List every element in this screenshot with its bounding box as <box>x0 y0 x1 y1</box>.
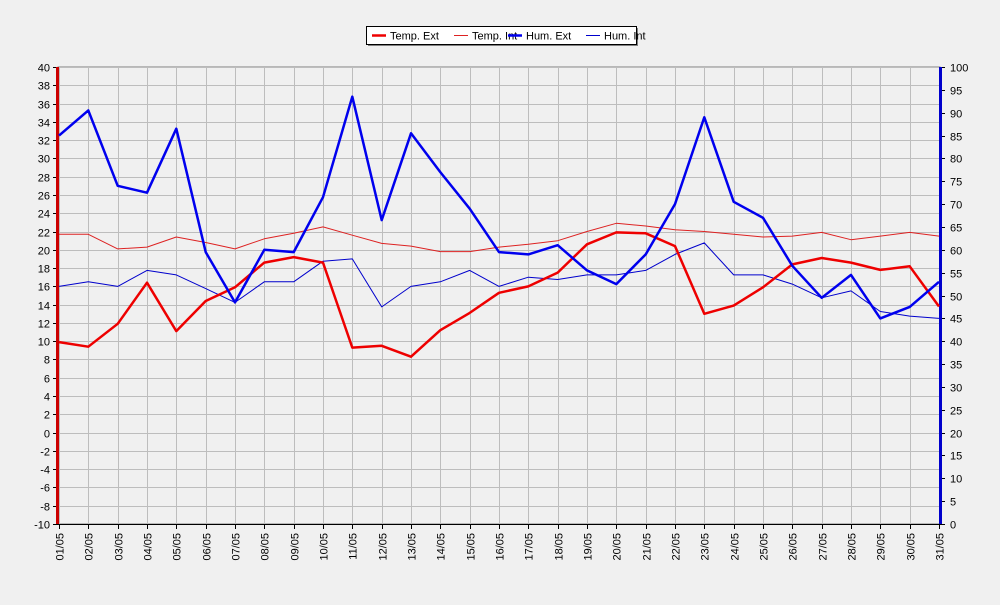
y-left-tick-label: 2 <box>44 410 50 422</box>
legend-label: Hum. Int <box>604 31 646 43</box>
x-tick-label: 21/05 <box>642 533 654 561</box>
y-left-tick-label: 32 <box>38 136 50 148</box>
x-tick-label: 02/05 <box>84 533 96 561</box>
x-tick-label: 14/05 <box>436 533 448 561</box>
y-left-tick-label: 26 <box>38 191 50 203</box>
y-right-tick-label: 55 <box>950 269 962 281</box>
y-right-tick-label: 70 <box>950 200 962 212</box>
y-right-tick-label: 90 <box>950 109 962 121</box>
x-tick-label: 13/05 <box>407 533 419 561</box>
legend-box <box>366 26 637 45</box>
legend-label: Hum. Ext <box>526 31 571 43</box>
y-right-tick-label: 85 <box>950 132 962 144</box>
x-tick-label: 04/05 <box>143 533 155 561</box>
x-tick-label: 12/05 <box>378 533 390 561</box>
y-left-tick-label: 22 <box>38 228 50 240</box>
y-left-tick-label: -4 <box>40 465 50 477</box>
y-right-tick-label: 40 <box>950 337 962 349</box>
y-left-tick-label: -6 <box>40 483 50 495</box>
y-right-tick-label: 80 <box>950 154 962 166</box>
y-left-tick-label: 12 <box>38 319 50 331</box>
x-tick-label: 01/05 <box>55 533 67 561</box>
x-tick-label: 22/05 <box>671 533 683 561</box>
legend-label: Temp. Int <box>472 31 517 43</box>
y-right-tick-label: 45 <box>950 314 962 326</box>
x-tick-label: 30/05 <box>906 533 918 561</box>
y-left-tick-label: 24 <box>38 209 50 221</box>
x-tick-label: 07/05 <box>231 533 243 561</box>
legend: Temp. Ext Temp. Int Hum. Ext Hum. Int <box>366 26 646 46</box>
y-left-tick-label: 30 <box>38 154 50 166</box>
y-right-tick-label: 25 <box>950 406 962 418</box>
x-tick-label: 06/05 <box>202 533 214 561</box>
x-tick-label: 24/05 <box>730 533 742 561</box>
y-right-tick-label: 30 <box>950 383 962 395</box>
x-tick-label: 19/05 <box>583 533 595 561</box>
y-left-tick-label: -2 <box>40 447 50 459</box>
x-tick-label: 20/05 <box>612 533 624 561</box>
x-tick-label: 23/05 <box>700 533 712 561</box>
legend-label: Temp. Ext <box>390 31 439 43</box>
x-tick-label: 11/05 <box>348 533 360 560</box>
y-right-tick-label: 75 <box>950 177 962 189</box>
y-left-tick-label: 18 <box>38 264 50 276</box>
y-left-tick-label: 10 <box>38 337 50 349</box>
y-left-tick-label: 14 <box>38 301 50 313</box>
y-right-tick-label: 0 <box>950 520 956 532</box>
x-tick-label: 28/05 <box>847 533 859 561</box>
y-left-tick-label: 20 <box>38 246 50 258</box>
y-right-tick-label: 10 <box>950 474 962 486</box>
x-tick-label: 03/05 <box>114 533 126 561</box>
y-left-axis-line <box>56 67 59 524</box>
y-left-tick-label: -8 <box>40 502 50 514</box>
y-left-tick-label: 0 <box>44 429 50 441</box>
x-tick-label: 16/05 <box>495 533 507 561</box>
series-line-temp-int <box>59 222 940 253</box>
x-tick-label: 08/05 <box>260 533 272 561</box>
y-left-tick-label: -10 <box>34 520 50 532</box>
y-right-tick-label: 65 <box>950 223 962 235</box>
y-right-tick-label: 50 <box>950 292 962 304</box>
series-line-hum-ext <box>58 95 940 320</box>
x-tick-label: 09/05 <box>290 533 302 561</box>
y-left-tick-label: 36 <box>38 100 50 112</box>
y-left-tick-label: 6 <box>44 374 50 386</box>
y-right-axis-line <box>939 67 942 524</box>
y-left-tick-label: 38 <box>38 81 50 93</box>
y-left-tick-label: 8 <box>44 355 50 367</box>
x-tick-label: 15/05 <box>466 533 478 561</box>
y-right-tick-label: 100 <box>950 63 968 75</box>
x-tick-label: 25/05 <box>759 533 771 561</box>
y-right-tick-label: 20 <box>950 429 962 441</box>
x-tick-label: 10/05 <box>319 533 331 561</box>
series-line-hum-int <box>58 242 940 319</box>
x-tick-label: 29/05 <box>876 533 888 561</box>
y-right-tick-label: 35 <box>950 360 962 372</box>
y-right-tick-label: 60 <box>950 246 962 258</box>
x-tick-label: 17/05 <box>524 533 536 561</box>
y-left-tick-label: 40 <box>38 63 50 75</box>
x-tick-label: 18/05 <box>554 533 566 561</box>
y-left-tick-label: 16 <box>38 282 50 294</box>
x-tick-label: 26/05 <box>788 533 800 561</box>
x-tick-label: 05/05 <box>172 533 184 561</box>
y-left-tick-label: 4 <box>44 392 50 404</box>
y-right-tick-label: 5 <box>950 497 956 509</box>
y-left-tick-label: 34 <box>38 118 50 130</box>
y-right-tick-label: 95 <box>950 86 962 98</box>
y-left-tick-label: 28 <box>38 173 50 185</box>
x-tick-label: 31/05 <box>935 533 947 561</box>
y-right-tick-label: 15 <box>950 451 962 463</box>
x-tick-label: 27/05 <box>818 533 830 561</box>
